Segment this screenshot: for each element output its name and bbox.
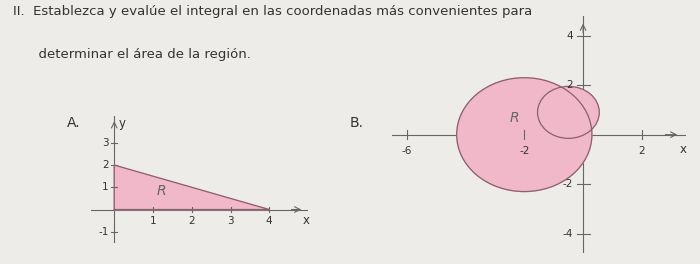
Text: 1: 1 (102, 182, 108, 192)
Text: x: x (680, 143, 687, 156)
Text: 1: 1 (150, 216, 156, 226)
Text: 4: 4 (266, 216, 272, 226)
Circle shape (538, 86, 599, 138)
Text: -6: -6 (402, 146, 412, 156)
Text: 3: 3 (102, 138, 108, 148)
Text: II.  Establezca y evalúe el integral en las coordenadas más convenientes para: II. Establezca y evalúe el integral en l… (13, 5, 532, 18)
Text: 2: 2 (566, 80, 573, 90)
Circle shape (456, 78, 592, 192)
Text: -2: -2 (519, 146, 529, 156)
Text: determinar el área de la región.: determinar el área de la región. (13, 48, 251, 60)
Text: 3: 3 (228, 216, 234, 226)
Text: 2: 2 (188, 216, 195, 226)
Text: A.: A. (66, 116, 80, 130)
Text: -4: -4 (562, 229, 573, 239)
Text: -2: -2 (562, 179, 573, 189)
Polygon shape (114, 165, 270, 210)
Text: R: R (157, 184, 167, 198)
Text: -1: -1 (99, 227, 108, 237)
Text: R: R (510, 111, 519, 125)
Text: B.: B. (350, 116, 364, 130)
Text: y: y (119, 117, 126, 130)
Text: x: x (302, 214, 309, 227)
Text: 2: 2 (638, 146, 645, 156)
Text: 4: 4 (566, 31, 573, 41)
Text: 2: 2 (102, 160, 108, 170)
